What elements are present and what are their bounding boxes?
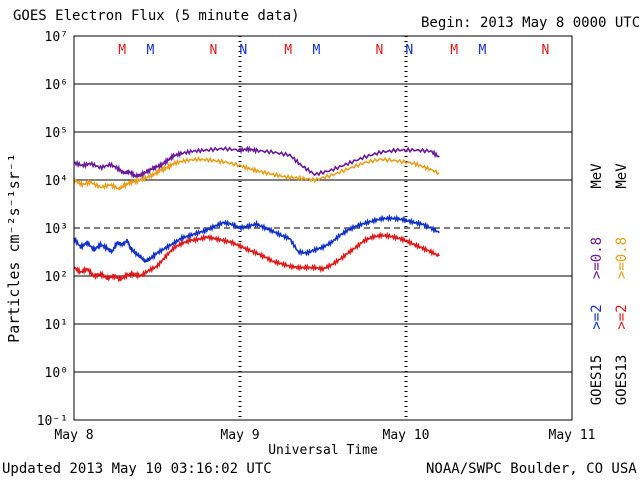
legend-entry: >=2 [589, 304, 605, 329]
legend-entry: >=2 [614, 304, 630, 329]
series-line [73, 156, 440, 191]
plot-frame [73, 35, 573, 421]
legend: >=2 >=2 >=0.8 >=0.8 MeV MeV GOES15 GOES13 [589, 163, 630, 405]
y-tick-label: 10⁵ [45, 126, 68, 141]
mn-marker: M [312, 43, 320, 58]
legend-entry: GOES15 [589, 355, 605, 406]
y-tick-labels: 10⁷ 10⁶ 10⁵ 10⁴ 10³ 10² 10¹ 10⁰ 10⁻¹ [37, 30, 68, 429]
updated-timestamp: Updated 2013 May 10 03:16:02 UTC [2, 461, 272, 477]
y-tick-label: 10³ [45, 222, 68, 237]
mn-marker: M [118, 43, 126, 58]
mn-marker: M [478, 43, 486, 58]
x-tick-label: May 11 [549, 428, 596, 443]
y-tick-label: 10⁷ [45, 30, 68, 45]
plot-grid [74, 35, 572, 421]
mn-marker: N [405, 43, 413, 58]
mn-marker: N [210, 43, 218, 58]
mn-marker: M [450, 43, 458, 58]
legend-entry: MeV [589, 163, 605, 189]
series-line [73, 231, 440, 283]
legend-entry: >=0.8 [589, 237, 605, 279]
credit: NOAA/SWPC Boulder, CO USA [426, 461, 637, 477]
x-tick-labels: May 8 May 9 May 10 May 11 [54, 428, 595, 443]
x-tick-label: May 9 [220, 428, 259, 443]
x-tick-label: May 8 [54, 428, 93, 443]
chart-title: GOES Electron Flux (5 minute data) [13, 8, 300, 24]
legend-entry: GOES13 [614, 355, 630, 406]
y-tick-label: 10⁰ [45, 366, 68, 381]
y-tick-label: 10⁶ [45, 78, 68, 93]
series-lines [73, 145, 440, 283]
y-tick-label: 10¹ [45, 318, 68, 333]
x-axis-label: Universal Time [268, 443, 378, 458]
x-day-dividers [238, 36, 408, 420]
mn-marker: N [542, 43, 550, 58]
legend-entry: >=0.8 [614, 237, 630, 279]
mn-marker: M [284, 43, 292, 58]
begin-date: Begin: 2013 May 8 0000 UTC [421, 15, 640, 31]
mn-marker: N [239, 43, 247, 58]
y-tick-label: 10⁻¹ [37, 414, 68, 429]
y-axis-label: Particles cm⁻²s⁻¹sr⁻¹ [5, 153, 23, 343]
series-line [73, 213, 440, 263]
x-tick-label: May 10 [383, 428, 430, 443]
mn-marker: M [146, 43, 154, 58]
y-tick-label: 10² [45, 270, 68, 285]
y-tick-label: 10⁴ [45, 174, 68, 189]
series-line [73, 145, 440, 179]
legend-entry: MeV [614, 163, 630, 189]
mn-marker: N [376, 43, 384, 58]
